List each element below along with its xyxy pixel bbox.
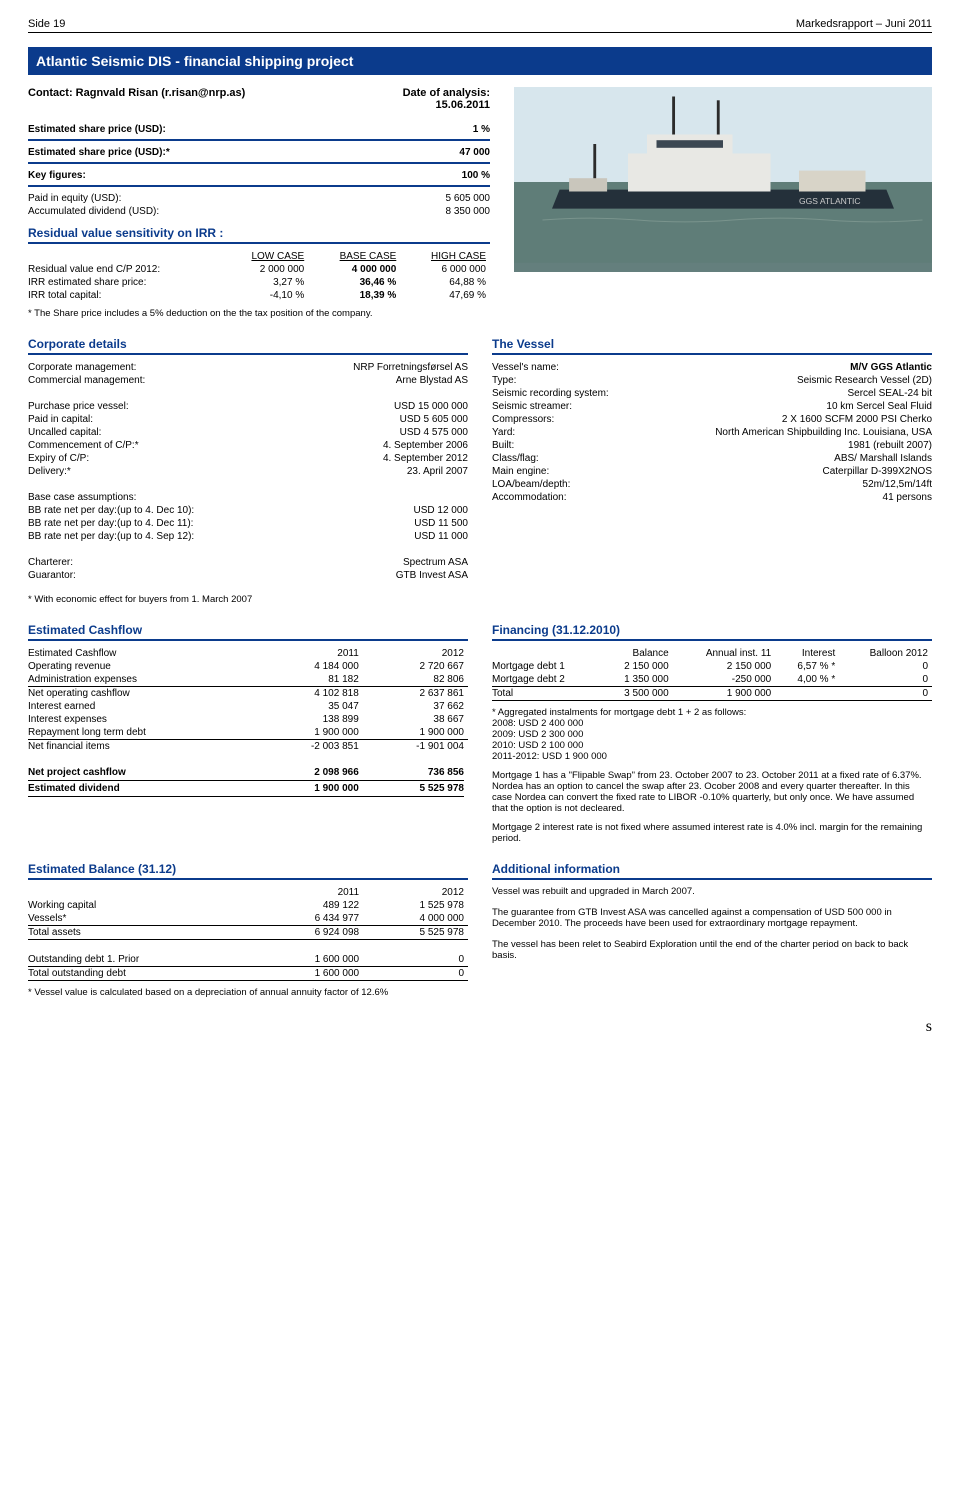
page-header: Side 19 Markedsrapport – Juni 2011: [28, 18, 932, 33]
analysis-date: Date of analysis: 15.06.2011: [403, 87, 490, 111]
sensitivity-table: LOW CASEBASE CASEHIGH CASEResidual value…: [28, 250, 490, 302]
key-figures-label: Key figures:: [28, 169, 380, 182]
analysis-label: Date of analysis:: [403, 87, 490, 99]
est-price-label: Estimated share price (USD):: [28, 123, 380, 136]
vessel-photo: GGS ATLANTIC: [514, 87, 932, 272]
sensitivity-note: * The Share price includes a 5% deductio…: [28, 308, 490, 319]
corporate-vessel-row: Corporate details Corporate management:N…: [28, 337, 932, 605]
vessel-col: The Vessel Vessel's name:M/V GGS Atlanti…: [492, 337, 932, 605]
cashflow-col: Estimated Cashflow Estimated Cashflow201…: [28, 623, 468, 844]
paid-equity-value: 5 605 000: [380, 192, 490, 205]
project-title: Atlantic Seismic DIS - financial shippin…: [28, 47, 932, 75]
est-price-star-label: Estimated share price (USD):*: [28, 146, 380, 159]
balance-additional-row: Estimated Balance (31.12) 20112012Workin…: [28, 862, 932, 998]
page-suffix: s: [28, 1018, 932, 1036]
acc-div-value: 8 350 000: [380, 205, 490, 218]
est-price-value: 1 %: [380, 123, 490, 136]
balance-note: * Vessel value is calculated based on a …: [28, 987, 468, 998]
balance-heading: Estimated Balance (31.12): [28, 862, 468, 880]
additional-col: Additional information Vessel was rebuil…: [492, 862, 932, 998]
analysis-date-value: 15.06.2011: [436, 99, 490, 111]
svg-text:GGS ATLANTIC: GGS ATLANTIC: [799, 196, 861, 206]
corporate-table: Corporate management:NRP Forretningsførs…: [28, 361, 468, 582]
page-number: Side 19: [28, 18, 65, 30]
acc-div-label: Accumulated dividend (USD):: [28, 205, 380, 218]
cashflow-table: Estimated Cashflow20112012Operating reve…: [28, 647, 468, 798]
financing-notes: * Aggregated instalments for mortgage de…: [492, 707, 932, 762]
corporate-heading: Corporate details: [28, 337, 468, 355]
intro-right: GGS ATLANTIC: [514, 87, 932, 319]
financing-col: Financing (31.12.2010) BalanceAnnual ins…: [492, 623, 932, 844]
cashflow-financing-row: Estimated Cashflow Estimated Cashflow201…: [28, 623, 932, 844]
additional-heading: Additional information: [492, 862, 932, 880]
balance-table: 20112012Working capital489 1221 525 978V…: [28, 886, 468, 981]
corporate-col: Corporate details Corporate management:N…: [28, 337, 468, 605]
intro-row: Contact: Ragnvald Risan (r.risan@nrp.as)…: [28, 87, 932, 319]
report-title: Markedsrapport – Juni 2011: [796, 18, 932, 30]
vessel-heading: The Vessel: [492, 337, 932, 355]
financing-para2: Mortgage 2 interest rate is not fixed wh…: [492, 822, 932, 844]
additional-paras: Vessel was rebuilt and upgraded in March…: [492, 886, 932, 961]
sensitivity-heading: Residual value sensitivity on IRR :: [28, 226, 490, 244]
financing-para1: Mortgage 1 has a "Flipable Swap" from 23…: [492, 770, 932, 814]
balance-col: Estimated Balance (31.12) 20112012Workin…: [28, 862, 468, 998]
vessel-table: Vessel's name:M/V GGS AtlanticType:Seism…: [492, 361, 932, 504]
contact: Contact: Ragnvald Risan (r.risan@nrp.as): [28, 87, 245, 111]
buyers-note: * With economic effect for buyers from 1…: [28, 594, 468, 605]
financing-heading: Financing (31.12.2010): [492, 623, 932, 641]
cashflow-heading: Estimated Cashflow: [28, 623, 468, 641]
est-price-star-value: 47 000: [380, 146, 490, 159]
key-figures-value: 100 %: [380, 169, 490, 182]
financing-table: BalanceAnnual inst. 11InterestBalloon 20…: [492, 647, 932, 701]
intro-left: Contact: Ragnvald Risan (r.risan@nrp.as)…: [28, 87, 490, 319]
estimates-table: Estimated share price (USD):1 % Estimate…: [28, 123, 490, 218]
paid-equity-label: Paid in equity (USD):: [28, 192, 380, 205]
